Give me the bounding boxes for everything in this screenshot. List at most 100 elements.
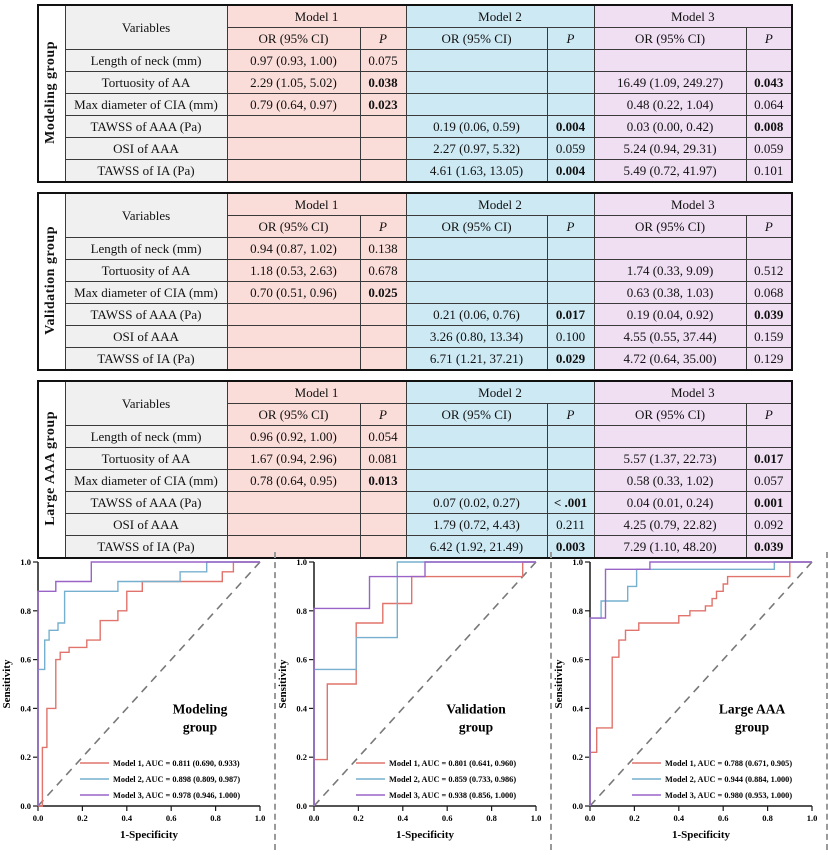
p-value [359, 159, 407, 183]
y-tick-label: 0.0 [296, 801, 307, 811]
variable-name: TAWSS of IA (Pa) [64, 159, 228, 183]
table-row: TAWSS of AAA (Pa) 0.07 (0.02, 0.27) < .001… [38, 491, 793, 514]
or-value [226, 325, 361, 348]
chart-title-line: group [183, 719, 217, 734]
p-value [359, 303, 407, 326]
x-tick-label: 0.4 [121, 813, 132, 823]
y-tick-label: 0.4 [296, 703, 307, 713]
p-value: 0.004 [546, 115, 595, 138]
or-value: 0.07 (0.02, 0.27) [405, 491, 548, 514]
or-value [593, 425, 747, 448]
p-value: 0.059 [745, 137, 793, 160]
or-table-2: Large AAA group Variables Model 1 Model 2 Mo… [37, 380, 794, 559]
or-value: 5.57 (1.37, 22.73) [593, 447, 747, 470]
p-value [745, 237, 793, 260]
table-row: Tortuosity of AA 1.67 (0.94, 2.96) 0.081 5.… [38, 447, 793, 470]
table-row: Max diameter of CIA (mm) 0.70 (0.51, 0.96… [38, 281, 793, 304]
p-value [359, 115, 407, 138]
p-value: 0.057 [745, 469, 793, 492]
variable-name: Length of neck (mm) [64, 237, 228, 260]
or-value [226, 535, 361, 559]
or-ci-header: OR (95% CI) [593, 27, 747, 50]
table-row: OSI of AAA 3.26 (0.80, 13.34) 0.100 4.55 (0… [38, 325, 793, 348]
p-value: 0.129 [745, 347, 793, 371]
or-value [226, 115, 361, 138]
p-value [745, 49, 793, 72]
table-row: Tortuosity of AA 1.18 (0.53, 2.63) 0.678 1.… [38, 259, 793, 282]
p-value: 0.003 [546, 535, 595, 559]
variable-name: Length of neck (mm) [64, 425, 228, 448]
variable-name: OSI of AAA [64, 325, 228, 348]
or-value: 0.04 (0.01, 0.24) [593, 491, 747, 514]
x-tick-label: 0.2 [353, 813, 364, 823]
y-tick-label: 1.0 [20, 557, 31, 567]
x-tick-label: 0.0 [33, 813, 44, 823]
or-value: 0.19 (0.06, 0.59) [405, 115, 548, 138]
or-value: 4.55 (0.55, 37.44) [593, 325, 747, 348]
legend-label-model-3: Model 3, AUC = 0.938 (0.856, 1.000) [389, 791, 516, 800]
or-value: 2.27 (0.97, 5.32) [405, 137, 548, 160]
p-value: 0.017 [745, 447, 793, 470]
p-value: 0.013 [359, 469, 407, 492]
or-value: 4.72 (0.64, 35.00) [593, 347, 747, 371]
or-value: 5.24 (0.94, 29.31) [593, 137, 747, 160]
roc-chart-1: 0.00.0 0.2 0.2 0.4 0.4 0.6 0.6 0.8 0.8 1.0 1.0 1-Sp… [277, 557, 542, 841]
table-row: OSI of AAA 2.27 (0.97, 5.32) 0.059 5.24 (0.… [38, 137, 793, 160]
or-table-0: Modeling group Variables Model 1 Model 2 Mod… [37, 4, 794, 183]
legend-label-model-1: Model 1, AUC = 0.811 (0.690, 0.933) [113, 759, 240, 768]
or-ci-header: OR (95% CI) [593, 403, 747, 426]
or-value: 1.79 (0.72, 4.43) [405, 513, 548, 536]
or-value: 5.49 (0.72, 41.97) [593, 159, 747, 183]
or-value: 0.19 (0.04, 0.92) [593, 303, 747, 326]
x-tick-label: 1.0 [807, 813, 818, 823]
or-value: 1.18 (0.53, 2.63) [226, 259, 361, 282]
or-value: 0.79 (0.64, 0.97) [226, 93, 361, 116]
y-tick-label: 0.4 [572, 703, 583, 713]
or-value [405, 281, 548, 304]
or-value: 0.97 (0.93, 1.00) [226, 49, 361, 72]
x-tick-label: 0.8 [762, 813, 773, 823]
or-value: 0.96 (0.92, 1.00) [226, 425, 361, 448]
p-value: 0.017 [546, 303, 595, 326]
p-header: P [359, 215, 407, 238]
roc-curve-model-3 [589, 561, 812, 806]
p-value [546, 259, 595, 282]
variable-name: Max diameter of CIA (mm) [64, 469, 228, 492]
p-value: 0.678 [359, 259, 407, 282]
p-value: 0.100 [546, 325, 595, 348]
p-value [546, 425, 595, 448]
model-1-header: Model 1 [226, 192, 407, 216]
or-ci-header: OR (95% CI) [593, 215, 747, 238]
table-row: TAWSS of AAA (Pa) 0.19 (0.06, 0.59) 0.004 0… [38, 115, 793, 138]
p-value: < .001 [546, 491, 595, 514]
roc-curve-model-3 [313, 561, 536, 806]
x-tick-label: 0.0 [309, 813, 320, 823]
or-ci-header: OR (95% CI) [226, 27, 361, 50]
table-row: Max diameter of CIA (mm) 0.79 (0.64, 0.97… [38, 93, 793, 116]
x-axis-label: 1-Specificity [120, 829, 179, 841]
or-value [593, 237, 747, 260]
p-value [359, 347, 407, 371]
p-value [546, 447, 595, 470]
p-value: 0.038 [359, 71, 407, 94]
or-value: 4.61 (1.63, 13.05) [405, 159, 548, 183]
y-tick-label: 0.0 [572, 801, 583, 811]
p-value [745, 425, 793, 448]
or-value: 6.42 (1.92, 21.49) [405, 535, 548, 559]
variable-name: Tortuosity of AA [64, 71, 228, 94]
p-value: 0.159 [745, 325, 793, 348]
y-tick-label: 0.2 [296, 752, 307, 762]
p-value: 0.068 [745, 281, 793, 304]
y-tick-label: 0.2 [572, 752, 583, 762]
legend-label-model-1: Model 1, AUC = 0.801 (0.641, 0.960) [389, 759, 516, 768]
or-value [226, 159, 361, 183]
y-tick-label: 1.0 [572, 557, 583, 567]
x-tick-label: 1.0 [531, 813, 542, 823]
table-row: TAWSS of AAA (Pa) 0.21 (0.06, 0.76) 0.017 0… [38, 303, 793, 326]
or-value: 7.29 (1.10, 48.20) [593, 535, 747, 559]
or-value: 1.67 (0.94, 2.96) [226, 447, 361, 470]
variable-name: Max diameter of CIA (mm) [64, 281, 228, 304]
roc-chart-2: 0.00.0 0.2 0.2 0.4 0.4 0.6 0.6 0.8 0.8 1.0 1.0 1-Sp… [553, 557, 818, 841]
p-value: 0.512 [745, 259, 793, 282]
p-value: 0.075 [359, 49, 407, 72]
